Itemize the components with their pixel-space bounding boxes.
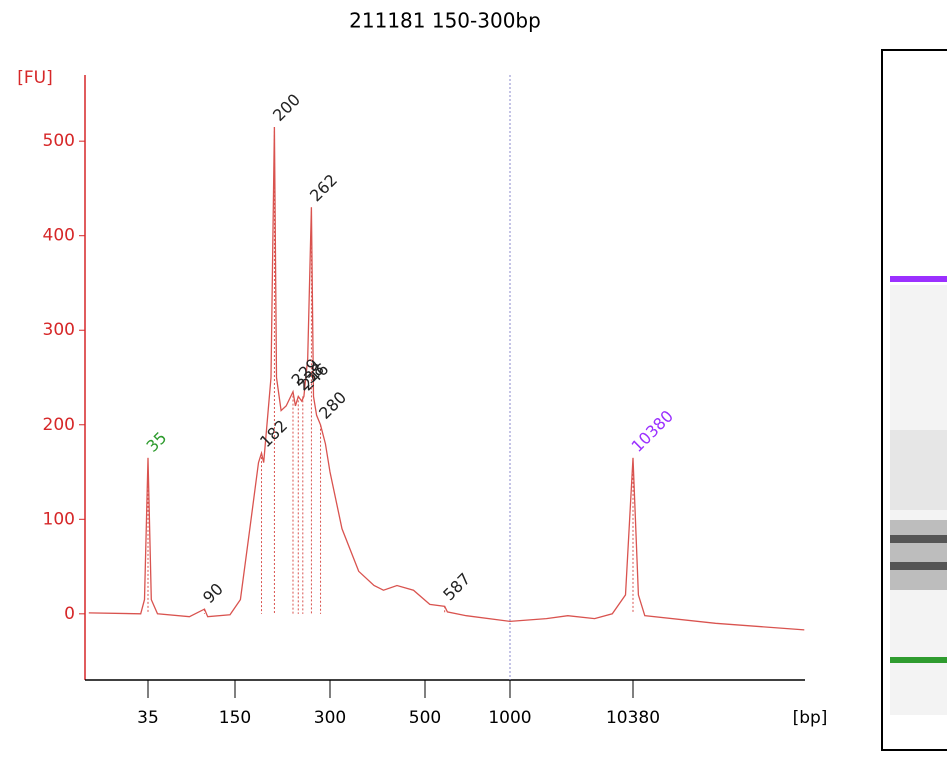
gel-lane xyxy=(882,50,947,750)
y-tick-label: 500 xyxy=(43,131,75,151)
y-tick-label: 400 xyxy=(43,226,75,246)
peak-label: 90 xyxy=(199,579,227,607)
x-tick-label: 1000 xyxy=(488,708,531,728)
x-tick-label: 10380 xyxy=(606,708,660,728)
trace-line xyxy=(89,127,805,630)
x-axis-label: [bp] xyxy=(793,708,828,728)
page: {"chart_data": {"type": "line", "title":… xyxy=(0,0,947,762)
y-axis-label: [FU] xyxy=(17,68,53,88)
peak-label: 10380 xyxy=(628,406,677,455)
peak-label: 587 xyxy=(439,569,474,604)
chart: 211181 150-300bp [FU] [bp] 0 100 200 300 400… xyxy=(0,0,947,762)
y-tick-label: 200 xyxy=(43,415,75,435)
x-tick-label: 500 xyxy=(409,708,441,728)
x-tick-label: 150 xyxy=(219,708,251,728)
peak-label: 280 xyxy=(315,388,350,423)
y-tick-label: 300 xyxy=(43,320,75,340)
x-tick-label: 300 xyxy=(314,708,346,728)
chart-title: 211181 150-300bp xyxy=(349,9,541,33)
peak-label: 182 xyxy=(256,416,291,451)
x-tick-label: 35 xyxy=(137,708,159,728)
y-tick-label: 0 xyxy=(64,604,75,624)
y-tick-label: 100 xyxy=(43,509,75,529)
peak-label: 262 xyxy=(306,170,341,205)
peak-label: 35 xyxy=(143,428,171,456)
peak-label: 200 xyxy=(269,90,304,125)
